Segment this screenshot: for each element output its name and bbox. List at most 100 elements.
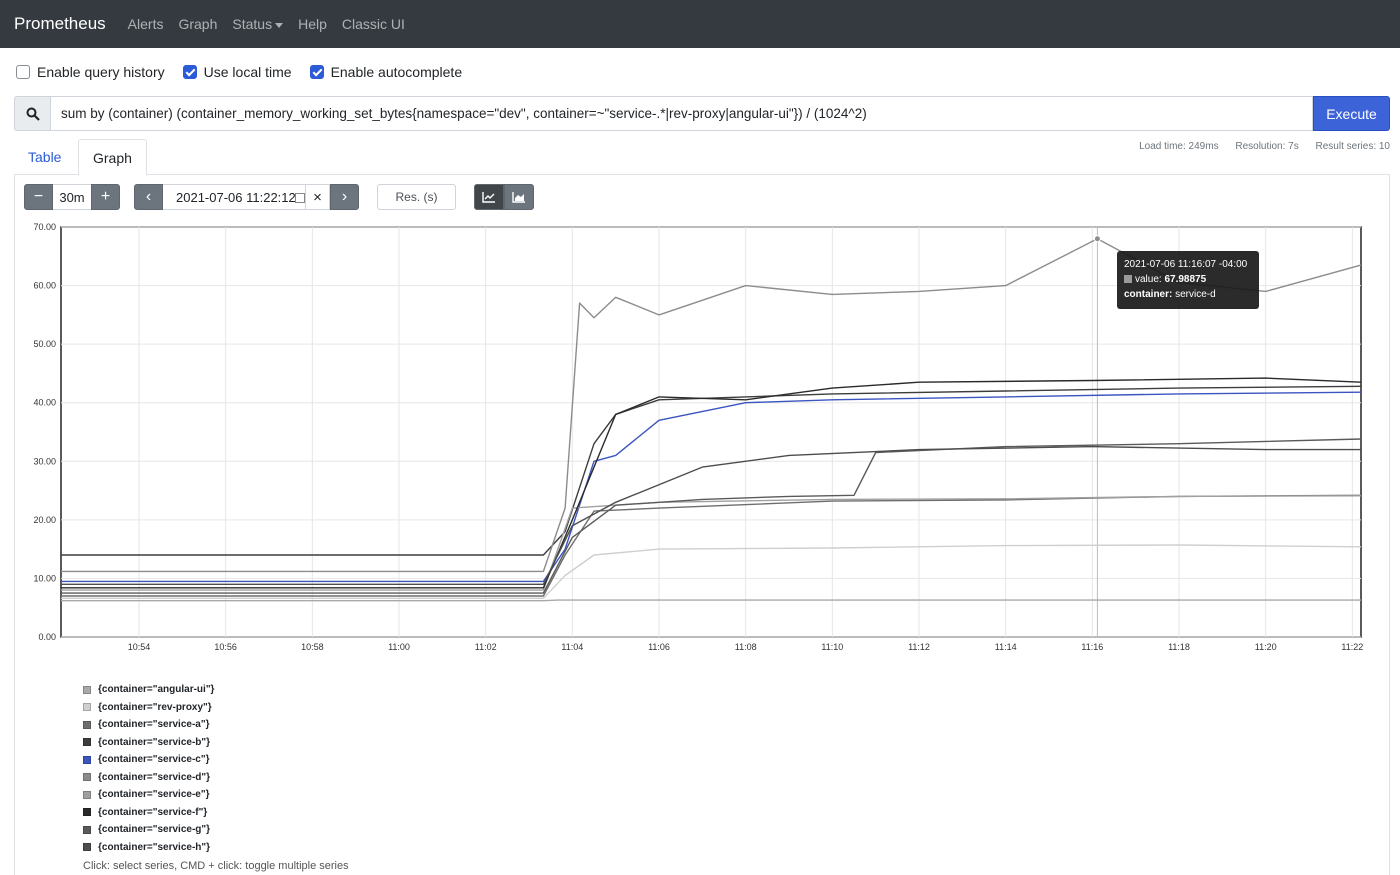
legend-swatch <box>83 808 91 817</box>
series-tooltip: 2021-07-06 11:16:07 -04:00 value: 67.988… <box>1117 251 1259 309</box>
series-line <box>61 385 1362 556</box>
end-time-group: ‹ 2021-07-06 11:22:12 × › <box>134 184 359 210</box>
legend-item[interactable]: {container="service-b"} <box>83 734 214 752</box>
legend-label: {container="service-h"} <box>98 841 211 853</box>
x-tick-label: 11:00 <box>388 642 410 652</box>
x-tick-label: 11:16 <box>1081 642 1103 652</box>
legend-label: {container="service-e"} <box>98 789 210 801</box>
legend-item[interactable]: {container="service-f"} <box>83 804 214 822</box>
search-icon <box>14 96 50 131</box>
y-tick-label: 0.00 <box>38 632 56 642</box>
query-bar: sum by (container) (container_memory_wor… <box>14 96 1390 131</box>
y-tick-label: 40.00 <box>33 398 56 408</box>
calendar-icon[interactable] <box>295 193 305 203</box>
nav-alerts[interactable]: Alerts <box>127 16 164 32</box>
series-line <box>61 544 1362 599</box>
resolution-input[interactable]: Res. (s) <box>377 184 456 210</box>
option-query-history[interactable]: Enable query history <box>16 64 165 80</box>
navbar: Prometheus Alerts Graph Status Help Clas… <box>0 0 1400 48</box>
x-tick-label: 11:08 <box>735 642 757 652</box>
expression-input[interactable]: sum by (container) (container_memory_wor… <box>50 96 1313 131</box>
nav-graph[interactable]: Graph <box>178 16 218 32</box>
increase-range-button[interactable]: + <box>91 184 120 210</box>
legend-hint: Click: select series, CMD + click: toggl… <box>83 860 349 872</box>
checkbox-autocomplete[interactable] <box>309 65 324 79</box>
legend-label: {container="service-b"} <box>98 736 211 748</box>
legend-label: {container="rev-proxy"} <box>98 701 212 713</box>
x-tick-label: 11:14 <box>995 642 1017 652</box>
legend-label: {container="service-f"} <box>98 806 208 818</box>
option-label: Enable query history <box>37 64 165 80</box>
range-input[interactable]: 30m <box>53 184 91 210</box>
legend-label: {container="service-a"} <box>98 719 210 731</box>
y-tick-label: 20.00 <box>33 515 56 525</box>
legend-swatch <box>83 790 91 799</box>
tooltip-container: container: service-d <box>1124 287 1252 302</box>
tooltip-time: 2021-07-06 11:16:07 -04:00 <box>1124 259 1248 270</box>
legend-label: {container="service-d"} <box>98 771 211 783</box>
tooltip-value-number: 67.98875 <box>1164 274 1207 285</box>
legend-item[interactable]: {container="service-a"} <box>83 716 214 734</box>
result-tabs: Table Graph <box>14 139 1390 176</box>
previous-time-button[interactable]: ‹ <box>134 184 163 210</box>
legend-swatch <box>83 825 91 834</box>
legend-item[interactable]: {container="angular-ui"} <box>83 681 214 699</box>
graph-controls: − 30m + ‹ 2021-07-06 11:22:12 × › Res. (… <box>24 184 534 210</box>
tab-table[interactable]: Table <box>28 149 62 165</box>
nav-help[interactable]: Help <box>298 16 327 32</box>
load-time: Load time: 249ms <box>1139 141 1219 152</box>
legend-label: {container="service-g"} <box>98 824 211 836</box>
series-line <box>61 445 1361 585</box>
query-stats: Load time: 249ms Resolution: 7s Result s… <box>1125 141 1390 152</box>
option-local-time[interactable]: Use local time <box>182 64 292 80</box>
series-legend: {container="angular-ui"} {container="rev-… <box>83 681 214 856</box>
tab-graph[interactable]: Graph <box>78 139 147 176</box>
nav-status[interactable]: Status <box>232 16 284 32</box>
x-tick-label: 11:04 <box>561 642 583 652</box>
graph-panel <box>14 175 1390 875</box>
legend-swatch <box>83 755 91 764</box>
option-label: Enable autocomplete <box>330 64 463 80</box>
legend-item[interactable]: {container="service-e"} <box>83 786 214 804</box>
option-label: Use local time <box>203 64 292 80</box>
tooltip-value-label: value: <box>1135 274 1162 285</box>
checkbox-local-time[interactable] <box>182 65 197 79</box>
legend-item[interactable]: {container="service-c"} <box>83 751 214 769</box>
chart-type-group <box>474 184 534 210</box>
y-tick-label: 50.00 <box>33 339 56 349</box>
legend-item[interactable]: {container="service-h"} <box>83 839 214 857</box>
decrease-range-button[interactable]: − <box>24 184 53 210</box>
tooltip-container-value: service-d <box>1175 289 1216 300</box>
resolution-stat: Resolution: 7s <box>1235 141 1299 152</box>
legend-swatch <box>83 773 91 782</box>
execute-button[interactable]: Execute <box>1313 96 1390 131</box>
line-chart-icon[interactable] <box>474 184 504 210</box>
stacked-chart-icon[interactable] <box>504 184 534 210</box>
nav-classic-ui[interactable]: Classic UI <box>341 16 405 32</box>
checkbox-query-history[interactable] <box>16 65 30 79</box>
tooltip-container-label: container: <box>1124 289 1173 300</box>
legend-swatch <box>83 720 91 729</box>
end-time-input[interactable]: 2021-07-06 11:22:12 <box>163 184 306 210</box>
query-options: Enable query history Use local time Enab… <box>16 62 480 82</box>
tooltip-value: value: 67.98875 <box>1124 272 1252 287</box>
legend-item[interactable]: {container="service-g"} <box>83 821 214 839</box>
y-tick-label: 10.00 <box>33 573 56 583</box>
legend-swatch <box>83 703 91 712</box>
x-tick-label: 11:12 <box>908 642 930 652</box>
y-tick-label: 60.00 <box>33 281 56 291</box>
x-tick-label: 11:02 <box>475 642 497 652</box>
series-line <box>61 438 1362 594</box>
result-series-count: Result series: 10 <box>1315 141 1390 152</box>
nav-status-label: Status <box>232 16 273 32</box>
x-tick-label: 10:58 <box>301 642 324 652</box>
legend-item[interactable]: {container="service-d"} <box>83 769 214 787</box>
option-autocomplete[interactable]: Enable autocomplete <box>309 64 463 80</box>
clear-time-button[interactable]: × <box>306 184 330 210</box>
legend-item[interactable]: {container="rev-proxy"} <box>83 699 214 717</box>
chevron-down-icon <box>275 22 284 28</box>
legend-label: {container="angular-ui"} <box>98 684 215 696</box>
brand-link[interactable]: Prometheus <box>14 14 106 33</box>
legend-swatch <box>83 738 91 747</box>
next-time-button[interactable]: › <box>330 184 359 210</box>
